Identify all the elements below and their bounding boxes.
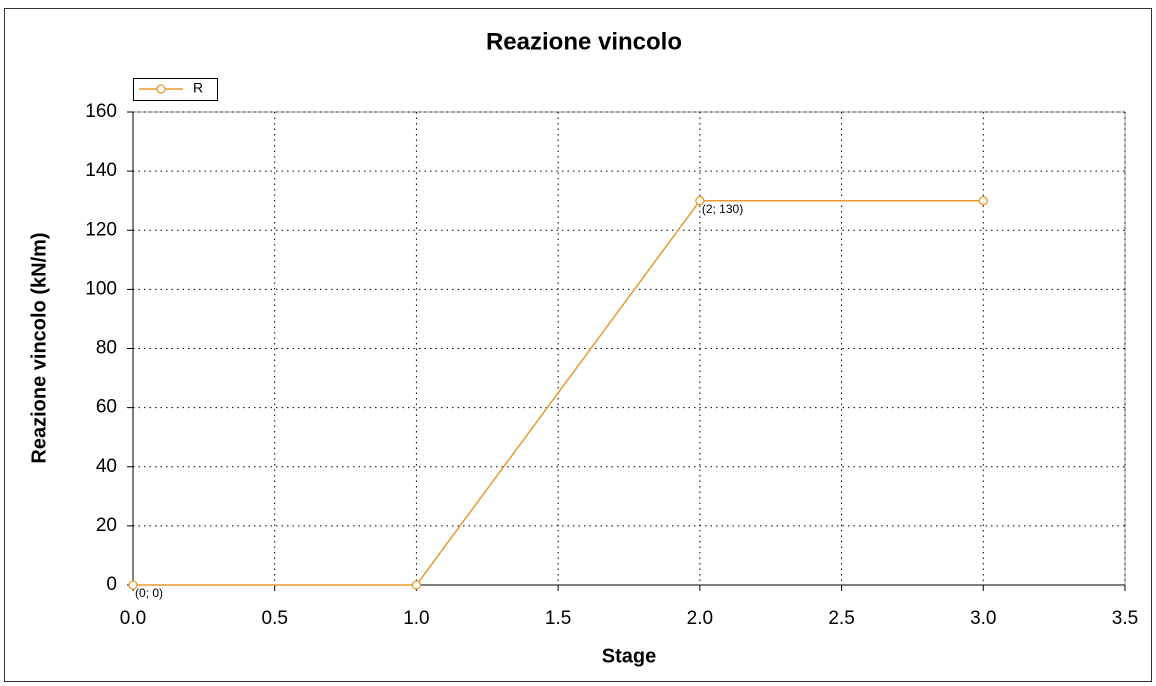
x-tick-label: 1.0: [403, 608, 429, 629]
y-tick-label: 120: [85, 219, 117, 240]
point-marker: [128, 580, 138, 590]
legend-marker: [156, 84, 166, 94]
y-tick-label: 60: [96, 397, 117, 418]
x-tick-label: 1.5: [545, 608, 571, 629]
y-tick-label: 100: [85, 278, 117, 299]
y-tick-label: 140: [85, 160, 117, 181]
point-annotation: (2; 130): [702, 202, 743, 216]
y-tick-label: 80: [96, 338, 117, 359]
x-tick-label: 0.5: [262, 608, 288, 629]
point-marker: [978, 196, 988, 206]
y-axis-label: Reazione vincolo (kN/m): [28, 232, 50, 463]
point-annotation: (0; 0): [135, 586, 163, 600]
y-tick-label: 160: [85, 101, 117, 122]
legend-label: R: [193, 80, 203, 96]
y-tick-label: 20: [96, 515, 117, 536]
y-tick-label: 40: [96, 456, 117, 477]
point-marker: [411, 580, 422, 590]
y-tick-label: 0: [106, 574, 117, 595]
x-tick-label: 0.0: [120, 608, 146, 629]
series-line: [133, 199, 984, 586]
x-tick-label: 3.5: [1112, 608, 1138, 629]
x-tick-label: 2.5: [828, 608, 854, 629]
x-axis-label: Stage: [602, 645, 656, 667]
x-tick-label: 3.0: [970, 608, 996, 629]
x-tick-label: 2.0: [687, 608, 713, 629]
point-marker: [695, 196, 705, 206]
chart-title: Reazione vincolo: [486, 28, 682, 55]
